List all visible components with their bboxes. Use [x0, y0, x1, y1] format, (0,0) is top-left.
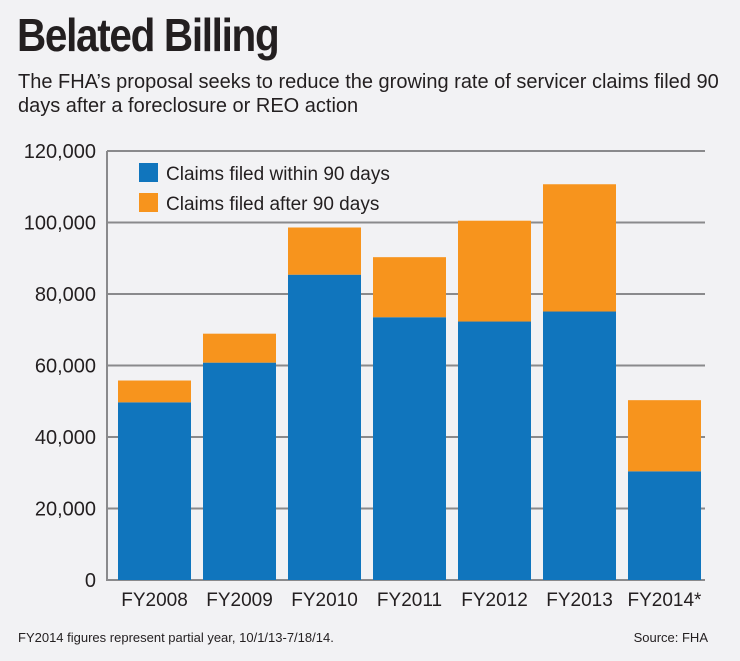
bar-within-90-days	[373, 317, 446, 580]
x-tick-label: FY2013	[546, 590, 613, 611]
x-tick-label: FY2011	[377, 590, 442, 611]
y-tick-label: 100,000	[24, 213, 96, 235]
x-tick-label: FY2009	[206, 590, 273, 611]
bar-after-90-days	[628, 400, 701, 472]
y-tick-label: 60,000	[35, 356, 96, 378]
bar-after-90-days	[373, 257, 446, 318]
bar-within-90-days	[118, 402, 191, 580]
x-tick-label: FY2012	[461, 590, 528, 611]
bar-within-90-days	[288, 274, 361, 580]
bar-after-90-days	[543, 184, 616, 312]
source-credit: Source: FHA	[633, 630, 708, 645]
chart-title: Belated Billing	[17, 9, 280, 61]
x-tick-label: FY2014*	[628, 590, 703, 611]
bar-within-90-days	[628, 471, 701, 580]
x-tick-label: FY2010	[291, 590, 358, 611]
legend-swatch	[139, 193, 158, 212]
bar-after-90-days	[203, 333, 276, 363]
y-tick-label: 40,000	[35, 427, 96, 449]
bar-within-90-days	[543, 311, 616, 580]
bar-within-90-days	[203, 362, 276, 580]
y-tick-label: 0	[85, 570, 96, 592]
footnote: FY2014 figures represent partial year, 1…	[18, 630, 334, 645]
x-tick-label: FY2008	[121, 590, 188, 611]
legend-label: Claims filed within 90 days	[166, 164, 390, 185]
bar-after-90-days	[288, 227, 361, 275]
chart-subtitle: The FHA’s proposal seeks to reduce the g…	[18, 71, 719, 117]
y-tick-label: 120,000	[24, 141, 96, 163]
bar-within-90-days	[458, 321, 531, 580]
legend-label: Claims filed after 90 days	[166, 194, 379, 215]
y-tick-label: 20,000	[35, 499, 96, 521]
bar-after-90-days	[458, 220, 531, 322]
y-tick-label: 80,000	[35, 284, 96, 306]
legend-swatch	[139, 163, 158, 182]
bar-after-90-days	[118, 380, 191, 403]
